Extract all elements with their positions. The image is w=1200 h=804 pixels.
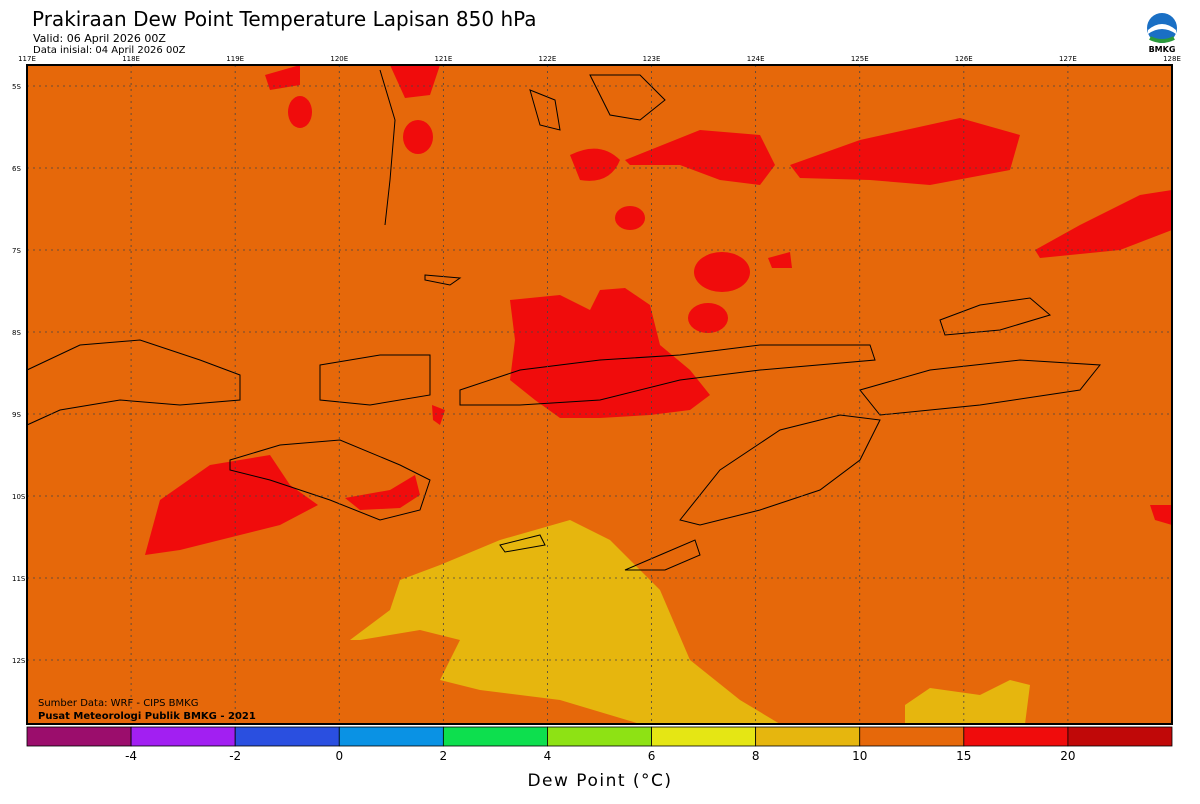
lon-label: 118E [122,55,140,63]
colorbar-tick-label: 20 [1060,749,1075,763]
colorbar-tick-label: -4 [125,749,137,763]
colorbar-tick-label: 10 [852,749,867,763]
lat-label: 5S [12,83,21,91]
map: 117E 118E 119E 120E 121E 122E 123E 124E 125E 126E… [12,55,1181,725]
title: Prakiraan Dew Point Temperature Lapisan … [32,7,537,31]
lon-label: 127E [1059,55,1077,63]
lon-label: 125E [851,55,869,63]
coastlines [26,69,1101,571]
initial-time: Data inisial: 04 April 2026 00Z [33,45,186,56]
valid-time: Valid: 06 April 2026 00Z [33,32,166,45]
colorbar-swatch [442,726,548,747]
lon-label: 123E [643,55,661,63]
lon-label: 126E [955,55,973,63]
lon-label: 121E [434,55,452,63]
source-note: Sumber Data: WRF - CIPS BMKG [38,698,198,709]
yellow-region [350,520,1030,724]
lon-label: 122E [539,55,557,63]
red-region [145,65,1172,555]
lon-label: 124E [747,55,765,63]
lat-label: 7S [12,247,21,255]
colorbar-title: Dew Point (°C) [527,771,672,791]
colorbar-swatch [130,726,236,747]
lat-label: 12S [12,657,26,665]
logo: BMKG [1147,13,1177,54]
colorbar-swatch [755,726,861,747]
colorbar-tick-label: 2 [440,749,448,763]
lon-label: 119E [226,55,244,63]
lon-label: 120E [330,55,348,63]
colorbar-swatch [963,726,1069,747]
credit-note: Pusat Meteorologi Publik BMKG - 2021 [38,711,256,722]
colorbar-tick-label: 15 [956,749,971,763]
colorbar-swatch [859,726,965,747]
lon-label: 128E [1163,55,1181,63]
colorbar-swatch [547,726,652,747]
colorbar-swatch [651,726,757,747]
colorbar-tick-label: 8 [752,749,760,763]
colorbar-tick-label: 0 [335,749,343,763]
colorbar-tick-label: -2 [229,749,241,763]
lat-label: 8S [12,329,21,337]
colorbar-tick-label: 6 [648,749,656,763]
lon-label: 117E [18,55,36,63]
lat-label: 9S [12,411,21,419]
colorbar-swatch [1067,726,1173,747]
colorbar-swatch [26,726,132,747]
colorbar-tick-label: 4 [544,749,552,763]
lat-label: 6S [12,165,21,173]
logo-text: BMKG [1149,45,1176,54]
colorbar: -4 -2 0 2 4 6 8 10 15 20 [26,726,1173,763]
colorbar-swatch [338,726,444,747]
colorbar-swatch [234,726,340,747]
lat-label: 10S [12,493,26,501]
lat-label: 11S [12,575,26,583]
grid: 117E 118E 119E 120E 121E 122E 123E 124E 125E 126E… [12,55,1181,724]
